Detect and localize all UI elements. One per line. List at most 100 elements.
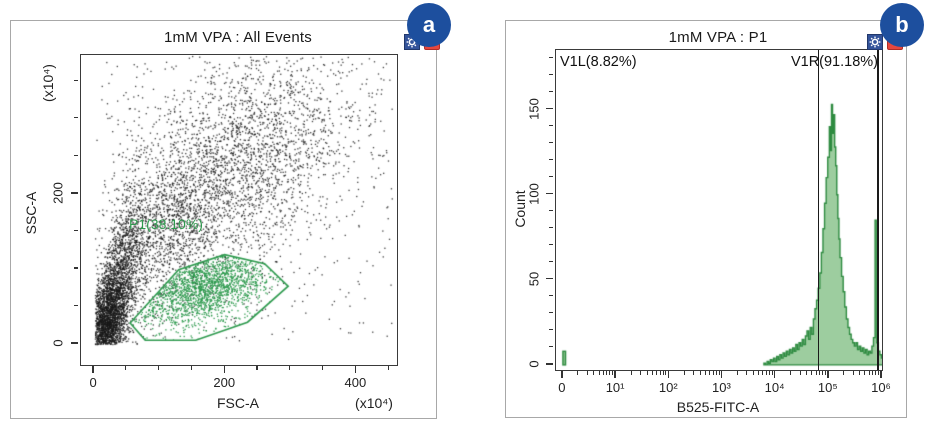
x-tick-minor [125,366,127,370]
y-tick-major [71,342,78,344]
x-tick-minor [577,371,579,375]
flow-panel-all-events: 1mM VPA : All Events × P1(38.10%) SSC-A … [10,20,440,419]
x-tick-label: 10⁴ [764,380,785,395]
y-tick-minor [549,90,553,93]
y-tick-minor [549,346,553,348]
x-tick-major [354,366,357,373]
x-tick-label: 10⁵ [817,380,838,395]
y-tick-minor [549,210,553,212]
x-tick-minor [651,371,653,375]
x-tick-minor [598,371,600,375]
x-tick-minor [790,371,792,375]
y-tick-label: 0 [50,339,66,347]
x-tick-minor [593,371,595,375]
x-tick-minor [659,371,661,375]
x-tick-minor [612,371,614,375]
y-tick-minor [549,56,553,59]
v1l-range-label: V1L(8.82%) [560,54,637,70]
y-tick-major [546,192,553,195]
x-tick-label: 200 [213,375,236,390]
x-tick-minor [606,371,608,375]
gear-glyph [869,36,881,48]
x-tick-minor [806,371,808,375]
x-tick-minor [875,371,877,375]
x-tick-minor [646,371,648,375]
settings-gear-icon[interactable] [867,34,883,50]
gate-p1-label: P1(38.10%) [129,216,203,232]
panel-title: 1mM VPA : P1 [668,29,768,46]
x-tick-minor [709,371,711,375]
x-axis-title: B525-FITC-A [676,399,760,415]
x-tick-minor [878,371,880,375]
x-tick-minor [586,371,588,375]
y-tick-minor [549,261,553,263]
x-tick-minor [693,371,695,375]
y-tick-label: 0 [526,360,542,368]
y-tick-minor [74,154,78,156]
x-tick-minor [752,371,754,375]
x-tick-major [827,371,829,378]
x-tick-minor [852,371,854,375]
y-tick-major [71,192,78,194]
y-axis-unit: (x10⁴) [40,64,56,102]
x-tick-minor [321,366,324,370]
scatter-plot-area[interactable]: P1(38.10%) [80,54,398,366]
x-tick-minor [718,371,720,375]
x-tick-major [92,366,94,373]
y-tick-minor [74,267,78,269]
y-tick-minor [549,142,553,144]
y-tick-label: 200 [50,182,66,204]
x-tick-minor [815,371,817,375]
x-tick-minor [630,371,632,375]
x-tick-minor [190,366,193,370]
x-tick-minor [811,371,813,375]
x-tick-minor [289,366,291,370]
x-tick-minor [872,371,874,375]
y-tick-label: 100 [526,182,542,205]
y-tick-minor [74,117,78,119]
x-tick-major [720,371,723,378]
y-tick-label: 150 [526,97,542,120]
x-tick-minor [746,371,748,375]
x-tick-minor [609,371,611,375]
x-tick-minor [736,371,738,375]
x-tick-minor [662,371,664,375]
x-tick-minor [843,371,845,375]
y-tick-minor [549,124,553,127]
x-tick-minor [768,371,770,375]
x-tick-major [773,371,776,378]
y-tick-minor [549,329,553,331]
v1-left-boundary-line[interactable] [817,50,820,370]
x-tick-label: 400 [344,375,367,390]
y-tick-minor [549,312,553,314]
x-tick-minor [765,371,767,375]
x-tick-minor [824,371,826,375]
x-tick-minor [859,371,861,375]
x-tick-major [667,371,669,378]
x-tick-minor [639,371,641,375]
x-tick-minor [655,371,657,375]
histogram-canvas[interactable] [556,50,882,370]
panel-title: 1mM VPA : All Events [164,29,312,46]
x-tick-label: 10³ [712,380,731,395]
x-tick-minor [158,366,160,370]
y-tick-minor [549,295,553,297]
x-axis-unit: (x10⁴) [355,395,393,411]
x-tick-minor [715,371,717,375]
x-tick-minor [819,371,821,375]
x-tick-minor [683,371,685,375]
histogram-plot-area[interactable]: V1L(8.82%) V1R(91.18%) [555,49,883,371]
y-tick-minor [549,244,553,246]
x-tick-label: 10⁶ [871,380,891,395]
x-tick-label: 10² [658,380,678,395]
y-tick-major [546,363,553,365]
y-tick-minor [549,159,553,161]
v1-right-boundary-line[interactable] [877,50,879,370]
x-tick-major [561,371,563,378]
x-tick-minor [699,371,701,375]
x-tick-minor [758,371,760,375]
y-tick-label: 50 [526,271,542,287]
x-tick-major [880,371,882,378]
scatter-canvas[interactable] [81,55,397,365]
